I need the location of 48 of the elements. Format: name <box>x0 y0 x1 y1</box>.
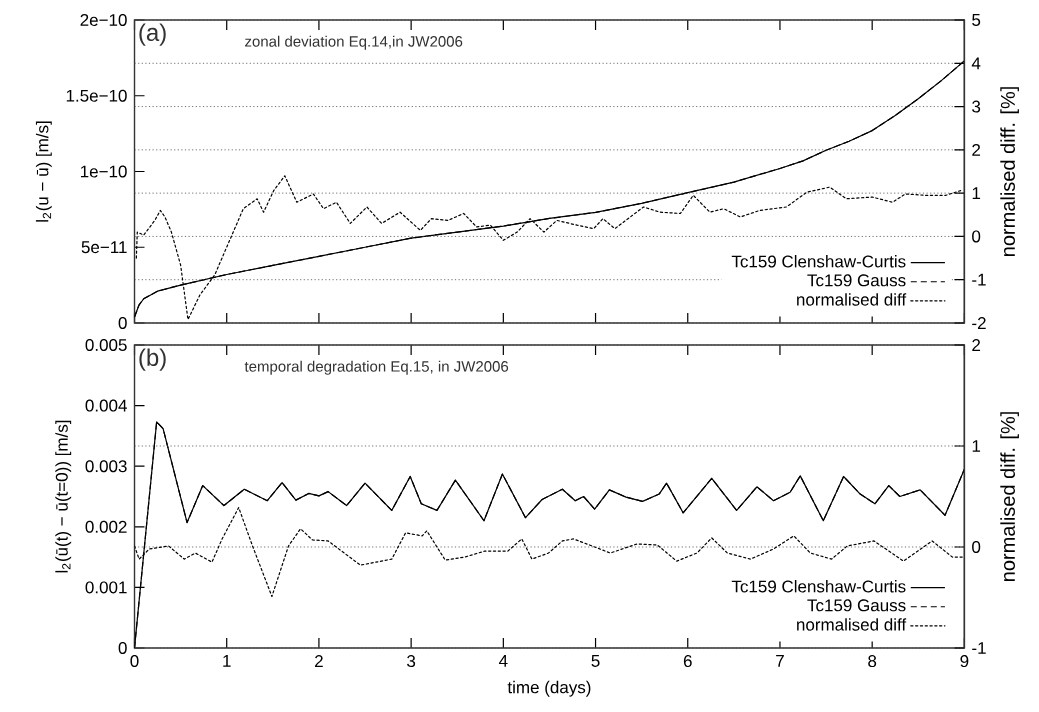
x-tick-label: 7 <box>776 655 784 667</box>
y2-tick-label: -1 <box>972 642 986 654</box>
x-axis-title: time (days) <box>507 680 591 697</box>
text: zonal deviation Eq.14,in JW2006 <box>245 35 463 50</box>
y-tick-label: 0 <box>118 316 127 329</box>
y2-axis-title: normalised diff. [%] <box>1000 412 1019 581</box>
y-tick-label: 0.001 <box>85 581 127 594</box>
x-tick-label: 9 <box>960 655 969 668</box>
y-tick-label: 0.002 <box>85 520 127 533</box>
y2-tick-label: 4 <box>971 57 981 70</box>
x-tick-label: 2 <box>315 655 323 667</box>
x-tick-label: 3 <box>407 655 416 668</box>
y2-tick-label: 5 <box>972 14 981 26</box>
annotation: (a) <box>139 23 166 46</box>
y-tick-label: 0.005 <box>85 338 127 351</box>
y-tick-label: 5e−11 <box>81 241 127 254</box>
y2-tick-label: -2 <box>972 317 986 329</box>
x-tick-label: 4 <box>498 655 508 667</box>
x-tick-label: 5 <box>591 655 600 667</box>
y-axis-title: l$_{2}$(u − ū) [m/s] <box>35 121 52 222</box>
x-tick-label: 1 <box>223 655 231 667</box>
y2-tick-label: 2 <box>972 143 981 156</box>
annotation: (b) <box>139 348 166 371</box>
text: temporal degradation Eq.15, in JW2006 <box>244 360 509 375</box>
y2-tick-label: -1 <box>972 273 986 286</box>
y2-axis-title: normalised diff. [%] <box>1000 87 1019 256</box>
x-tick-label: 6 <box>683 655 692 668</box>
y-tick-label: 1e−10 <box>80 165 127 178</box>
y-tick-label: 2e−10 <box>80 13 127 26</box>
x-tick-label: 8 <box>868 655 877 668</box>
legend-label: Tc159 Clenshaw-Curtis <box>731 255 906 268</box>
y2-tick-label: 0 <box>972 230 981 243</box>
x-tick-label: 0 <box>130 655 139 668</box>
y2-tick-label: 3 <box>972 100 981 113</box>
legend-label: Tc159 Clenshaw-Curtis <box>731 580 906 593</box>
y2-tick-label: 1 <box>972 440 981 452</box>
y-axis-title: l$_{2}$(ū(t) − ū(t=0)) [m/s] <box>55 420 72 573</box>
y-tick-label: 0.004 <box>85 399 127 412</box>
legend-label: Tc159 Gauss <box>807 599 906 612</box>
y2-tick-label: 2 <box>972 339 981 351</box>
y-tick-label: 0 <box>118 641 127 654</box>
legend-label: normalised diff <box>797 293 907 306</box>
legend-label: Tc159 Gauss <box>807 274 906 287</box>
y-tick-label: 0.003 <box>85 460 127 473</box>
y2-tick-label: 0 <box>972 540 981 553</box>
y2-tick-label: 1 <box>972 187 981 199</box>
y-tick-label: 1.5e−10 <box>66 89 127 102</box>
legend-label: normalised diff <box>797 618 907 631</box>
